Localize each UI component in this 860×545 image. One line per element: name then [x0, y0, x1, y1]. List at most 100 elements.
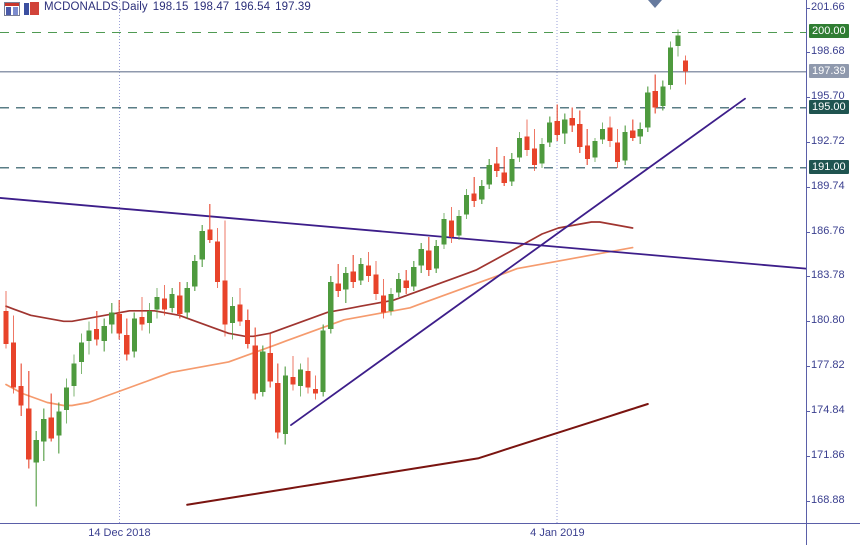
- chart-header: MCDONALDS,Daily 198.15 198.47 196.54 197.39: [0, 0, 860, 18]
- candle: [71, 354, 77, 397]
- candle: [222, 220, 228, 337]
- candle: [335, 264, 341, 298]
- time-tick-label: 4 Jan 2019: [530, 527, 585, 539]
- candle: [539, 137, 545, 168]
- sell-arrow-marker[interactable]: [648, 0, 662, 8]
- candle: [116, 300, 122, 340]
- candle: [524, 119, 530, 156]
- panel-icon[interactable]: [4, 2, 20, 16]
- quote-open: 198.15: [152, 1, 189, 13]
- price-tick: [807, 7, 810, 9]
- candle: [531, 128, 538, 171]
- price-tick-label: 189.74: [811, 179, 845, 192]
- price-tick-label: 192.72: [811, 134, 845, 147]
- candle: [86, 321, 92, 355]
- candle: [569, 107, 575, 132]
- candle: [146, 303, 153, 334]
- candle: [41, 408, 47, 462]
- candle: [675, 29, 681, 57]
- candle: [426, 237, 432, 277]
- price-tick-label: 180.80: [811, 314, 845, 327]
- price-tick-label: 174.84: [811, 403, 845, 416]
- candle: [396, 273, 402, 298]
- axis-corner: [806, 523, 860, 545]
- candle: [622, 125, 628, 165]
- candle: [448, 206, 455, 244]
- candle: [463, 188, 470, 220]
- price-tick-label: 177.82: [811, 359, 845, 372]
- price-tick-label: 171.86: [811, 448, 845, 461]
- candle: [26, 370, 32, 469]
- candle: [229, 297, 236, 340]
- price-tick: [807, 410, 810, 412]
- candle: [637, 122, 643, 144]
- candle: [56, 402, 62, 454]
- candle: [267, 333, 273, 388]
- candle: [584, 128, 590, 165]
- candle: [645, 86, 651, 132]
- candle: [101, 318, 107, 352]
- candle: [547, 116, 553, 147]
- price-tick-label: 198.68: [811, 45, 845, 58]
- candle: [562, 113, 568, 144]
- candle: [94, 310, 100, 346]
- horizontal-level-lines: [0, 31, 806, 169]
- candle: [607, 116, 613, 147]
- candle: [411, 261, 417, 292]
- last-price-badge[interactable]: 197.39: [809, 63, 849, 78]
- candle: [169, 288, 175, 313]
- candle: [501, 155, 507, 186]
- candle: [252, 327, 258, 400]
- candle: [320, 324, 326, 397]
- candle: [471, 176, 477, 207]
- candlestick-canvas: [0, 0, 806, 523]
- price-tick-label: 186.76: [811, 224, 845, 237]
- candle: [486, 158, 492, 189]
- price-axis[interactable]: 201.66 198.68 195.70 192.72 189.74 186.76 183.…: [806, 0, 860, 523]
- candle: [365, 252, 371, 283]
- level-badge-200[interactable]: 200.00: [809, 24, 849, 39]
- candle: [592, 137, 598, 162]
- candle: [177, 282, 183, 319]
- candle: [328, 276, 334, 334]
- price-tick: [807, 321, 810, 323]
- candle: [388, 288, 394, 316]
- candle: [282, 366, 288, 445]
- candle: [10, 315, 17, 394]
- price-plot-area[interactable]: [0, 0, 806, 523]
- candle: [312, 375, 319, 400]
- price-tick-label: 168.88: [811, 493, 845, 506]
- symbol-label: MCDONALDS,Daily: [44, 1, 148, 13]
- candlestick-series: [3, 29, 689, 507]
- candle: [260, 345, 266, 397]
- price-tick: [807, 231, 810, 233]
- candle: [78, 333, 85, 374]
- quote-close: 197.39: [275, 1, 311, 13]
- price-tick: [807, 276, 810, 278]
- price-tick: [807, 186, 810, 188]
- candle: [380, 279, 387, 319]
- level-badge-195[interactable]: 195.00: [809, 99, 849, 114]
- candle: [614, 128, 621, 168]
- candle: [63, 378, 69, 424]
- candle: [441, 212, 447, 250]
- candle: [350, 255, 356, 289]
- candle: [48, 393, 54, 442]
- candle: [599, 122, 606, 144]
- candle: [131, 312, 137, 358]
- candle: [667, 41, 673, 90]
- level-badge-191[interactable]: 191.00: [809, 159, 849, 174]
- candle: [207, 203, 213, 244]
- candle: [652, 74, 658, 114]
- price-tick-label: 183.78: [811, 269, 845, 282]
- candle: [139, 297, 145, 331]
- price-tick: [807, 455, 810, 457]
- candle: [343, 267, 349, 304]
- quote-high: 198.47: [193, 1, 230, 13]
- candle: [630, 119, 636, 141]
- candle: [124, 318, 130, 361]
- candle: [494, 146, 500, 177]
- chart-icon[interactable]: [24, 2, 40, 16]
